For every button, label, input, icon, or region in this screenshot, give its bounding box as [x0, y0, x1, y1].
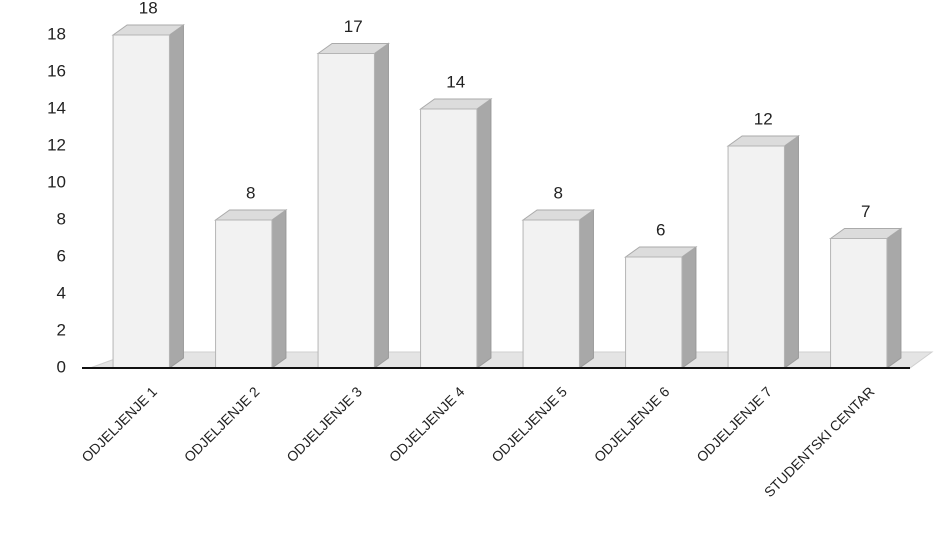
x-tick-label: ODJELJENJE 7	[693, 383, 775, 465]
bar-side	[373, 42, 389, 369]
bar	[521, 209, 595, 369]
bar-front	[727, 145, 785, 369]
bar	[829, 227, 903, 369]
bar-side	[578, 209, 594, 369]
data-label: 14	[446, 72, 465, 91]
bar	[316, 42, 390, 369]
x-tick-label: ODJELJENJE 2	[181, 383, 263, 465]
bar	[111, 24, 185, 369]
y-tick-label: 0	[57, 357, 66, 376]
bar	[624, 246, 698, 369]
data-label: 12	[754, 109, 773, 128]
y-tick-label: 2	[57, 320, 66, 339]
y-tick-label: 14	[47, 98, 66, 117]
bar-side	[886, 227, 902, 369]
bar-side	[681, 246, 697, 369]
bar-front	[522, 219, 580, 369]
data-label: 8	[554, 183, 563, 202]
bar-side	[783, 135, 799, 369]
y-tick-label: 6	[57, 246, 66, 265]
bar-front	[625, 256, 683, 369]
bar	[419, 98, 493, 369]
data-label: 7	[861, 202, 870, 221]
x-tick-label: ODJELJENJE 6	[591, 383, 673, 465]
x-tick-label: STUDENTSKI CENTAR	[761, 383, 878, 500]
bar	[726, 135, 800, 369]
x-tick-label: ODJELJENJE 4	[386, 383, 468, 465]
y-tick-label: 10	[47, 172, 66, 191]
bar-front	[215, 219, 273, 369]
bar-front	[830, 238, 888, 369]
y-tick-label: 18	[47, 24, 66, 43]
bar-front	[420, 108, 478, 369]
x-tick-label: ODJELJENJE 5	[488, 383, 570, 465]
x-tick-label: ODJELJENJE 3	[283, 383, 365, 465]
y-tick-label: 4	[57, 283, 66, 302]
bar-side	[168, 24, 184, 369]
data-label: 18	[139, 0, 158, 17]
data-label: 8	[246, 183, 255, 202]
y-tick-label: 8	[57, 209, 66, 228]
data-label: 17	[344, 17, 363, 36]
bar-front	[112, 34, 170, 369]
y-tick-label: 16	[47, 61, 66, 80]
bar-front	[317, 53, 375, 369]
bar-side	[271, 209, 287, 369]
y-tick-label: 12	[47, 135, 66, 154]
bar-side	[476, 98, 492, 369]
bar	[214, 209, 288, 369]
x-tick-label: ODJELJENJE 1	[78, 383, 160, 465]
data-label: 6	[656, 220, 665, 239]
